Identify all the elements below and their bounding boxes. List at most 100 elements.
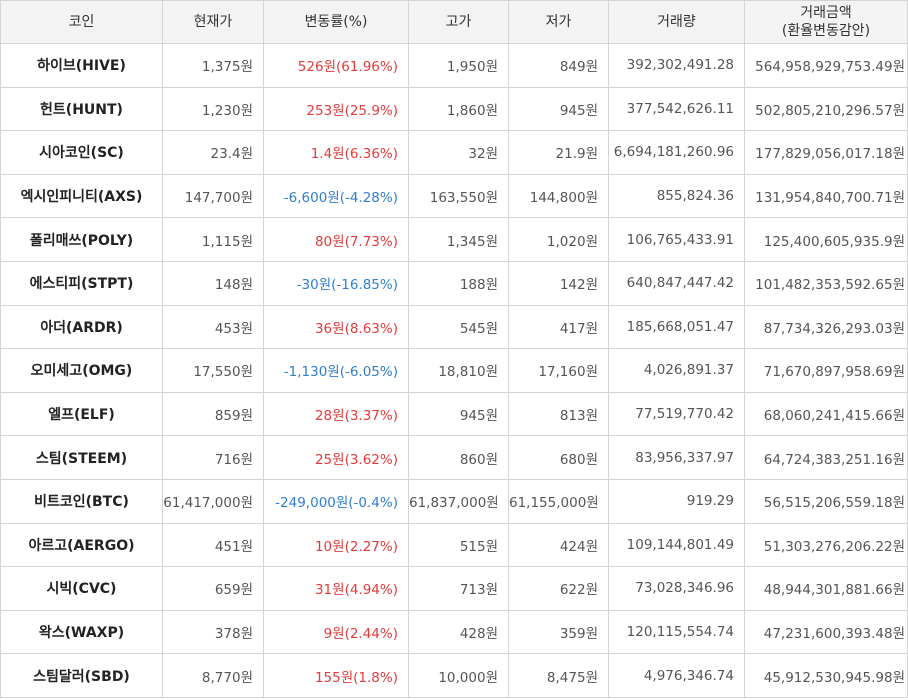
table-row: 왁스(WAXP) 378원 9원(2.44%) 428원 359원 120,115,554… (0, 609, 908, 655)
header-change: 변동률(%) (263, 0, 409, 44)
current-price-cell: 61,417,000원 (162, 478, 264, 524)
volume-cell: 106,765,433.91 (608, 217, 745, 262)
table-row: 시빅(CVC) 659원 31원(4.94%) 713원 622원 73,028,346.… (0, 566, 908, 611)
change-rate-cell: 253원(25.9%) (263, 86, 409, 132)
header-amount: 거래금액 (환율변동감안) (744, 0, 908, 44)
high-price-cell: 10,000원 (408, 653, 509, 698)
current-price-cell: 1,375원 (162, 43, 264, 88)
trade-amount-cell: 131,954,840,700.71원 (744, 173, 908, 219)
high-price-cell: 61,837,000원 (408, 478, 509, 524)
current-price-cell: 17,550원 (162, 348, 264, 393)
change-rate-cell: 526원(61.96%) (263, 43, 409, 88)
change-rate-cell: 36원(8.63%) (263, 304, 409, 350)
high-price-cell: 188원 (408, 260, 509, 306)
current-price-cell: 8,770원 (162, 653, 264, 698)
low-price-cell: 1,020원 (508, 217, 609, 262)
current-price-cell: 1,115원 (162, 217, 264, 262)
low-price-cell: 417원 (508, 304, 609, 350)
volume-cell: 4,976,346.74 (608, 653, 745, 698)
change-rate-cell: -1,130원(-6.05%) (263, 348, 409, 393)
coin-name-cell: 하이브(HIVE) (0, 43, 163, 88)
low-price-cell: 17,160원 (508, 348, 609, 393)
volume-cell: 855,824.36 (608, 173, 745, 219)
volume-cell: 120,115,554.74 (608, 609, 745, 655)
trade-amount-cell: 51,303,276,206.22원 (744, 522, 908, 568)
coin-name-cell: 엑시인피니티(AXS) (0, 173, 163, 219)
coin-name-cell: 에스티피(STPT) (0, 260, 163, 306)
current-price-cell: 659원 (162, 566, 264, 611)
high-price-cell: 163,550원 (408, 173, 509, 219)
high-price-cell: 32원 (408, 130, 509, 175)
coin-name-cell: 오미세고(OMG) (0, 348, 163, 393)
trade-amount-cell: 45,912,530,945.98원 (744, 653, 908, 698)
table-row: 스팀(STEEM) 716원 25원(3.62%) 860원 680원 83,956,33… (0, 435, 908, 480)
low-price-cell: 144,800원 (508, 173, 609, 219)
coin-name-cell: 아르고(AERGO) (0, 522, 163, 568)
high-price-cell: 860원 (408, 435, 509, 480)
table-row: 엘프(ELF) 859원 28원(3.37%) 945원 813원 77,519,770.… (0, 391, 908, 437)
volume-cell: 73,028,346.96 (608, 566, 745, 611)
coin-name-cell: 헌트(HUNT) (0, 86, 163, 132)
volume-cell: 6,694,181,260.96 (608, 130, 745, 175)
change-rate-cell: 1.4원(6.36%) (263, 130, 409, 175)
table-row: 비트코인(BTC) 61,417,000원 -249,000원(-0.4%) 61,8… (0, 478, 908, 524)
change-rate-cell: 28원(3.37%) (263, 391, 409, 437)
current-price-cell: 1,230원 (162, 86, 264, 132)
coin-name-cell: 아더(ARDR) (0, 304, 163, 350)
low-price-cell: 622원 (508, 566, 609, 611)
header-amount-line2: (환율변동감안) (781, 23, 871, 39)
table-row: 하이브(HIVE) 1,375원 526원(61.96%) 1,950원 849원 392… (0, 43, 908, 88)
low-price-cell: 8,475원 (508, 653, 609, 698)
volume-cell: 4,026,891.37 (608, 348, 745, 393)
table-body: 하이브(HIVE) 1,375원 526원(61.96%) 1,950원 849원 392… (0, 43, 908, 698)
high-price-cell: 428원 (408, 609, 509, 655)
header-volume: 거래량 (608, 0, 745, 44)
low-price-cell: 680원 (508, 435, 609, 480)
change-rate-cell: -6,600원(-4.28%) (263, 173, 409, 219)
current-price-cell: 23.4원 (162, 130, 264, 175)
current-price-cell: 716원 (162, 435, 264, 480)
trade-amount-cell: 502,805,210,296.57원 (744, 86, 908, 132)
low-price-cell: 424원 (508, 522, 609, 568)
volume-cell: 640,847,447.42 (608, 260, 745, 306)
volume-cell: 109,144,801.49 (608, 522, 745, 568)
high-price-cell: 545원 (408, 304, 509, 350)
table-row: 폴리매쓰(POLY) 1,115원 80원(7.73%) 1,345원 1,020원 10… (0, 217, 908, 262)
table-row: 오미세고(OMG) 17,550원 -1,130원(-6.05%) 18,810원 17… (0, 348, 908, 393)
header-low: 저가 (508, 0, 609, 44)
current-price-cell: 451원 (162, 522, 264, 568)
volume-cell: 185,668,051.47 (608, 304, 745, 350)
coin-name-cell: 시빅(CVC) (0, 566, 163, 611)
change-rate-cell: 80원(7.73%) (263, 217, 409, 262)
change-rate-cell: 155원(1.8%) (263, 653, 409, 698)
high-price-cell: 1,345원 (408, 217, 509, 262)
header-high: 고가 (408, 0, 509, 44)
trade-amount-cell: 87,734,326,293.03원 (744, 304, 908, 350)
trade-amount-cell: 71,670,897,958.69원 (744, 348, 908, 393)
coin-name-cell: 시아코인(SC) (0, 130, 163, 175)
change-rate-cell: 10원(2.27%) (263, 522, 409, 568)
trade-amount-cell: 56,515,206,559.18원 (744, 478, 908, 524)
trade-amount-cell: 47,231,600,393.48원 (744, 609, 908, 655)
coin-name-cell: 엘프(ELF) (0, 391, 163, 437)
high-price-cell: 18,810원 (408, 348, 509, 393)
change-rate-cell: -30원(-16.85%) (263, 260, 409, 306)
change-rate-cell: -249,000원(-0.4%) (263, 478, 409, 524)
current-price-cell: 148원 (162, 260, 264, 306)
low-price-cell: 359원 (508, 609, 609, 655)
table-row: 스팀달러(SBD) 8,770원 155원(1.8%) 10,000원 8,475원 4,… (0, 653, 908, 698)
table-row: 시아코인(SC) 23.4원 1.4원(6.36%) 32원 21.9원 6,694,18… (0, 130, 908, 175)
trade-amount-cell: 64,724,383,251.16원 (744, 435, 908, 480)
high-price-cell: 713원 (408, 566, 509, 611)
current-price-cell: 453원 (162, 304, 264, 350)
current-price-cell: 147,700원 (162, 173, 264, 219)
low-price-cell: 142원 (508, 260, 609, 306)
change-rate-cell: 31원(4.94%) (263, 566, 409, 611)
trade-amount-cell: 101,482,353,592.65원 (744, 260, 908, 306)
table-header-row: 코인 현재가 변동률(%) 고가 저가 거래량 거래금액 (환율변동감안) (0, 0, 908, 44)
change-rate-cell: 25원(3.62%) (263, 435, 409, 480)
low-price-cell: 945원 (508, 86, 609, 132)
low-price-cell: 61,155,000원 (508, 478, 609, 524)
current-price-cell: 378원 (162, 609, 264, 655)
